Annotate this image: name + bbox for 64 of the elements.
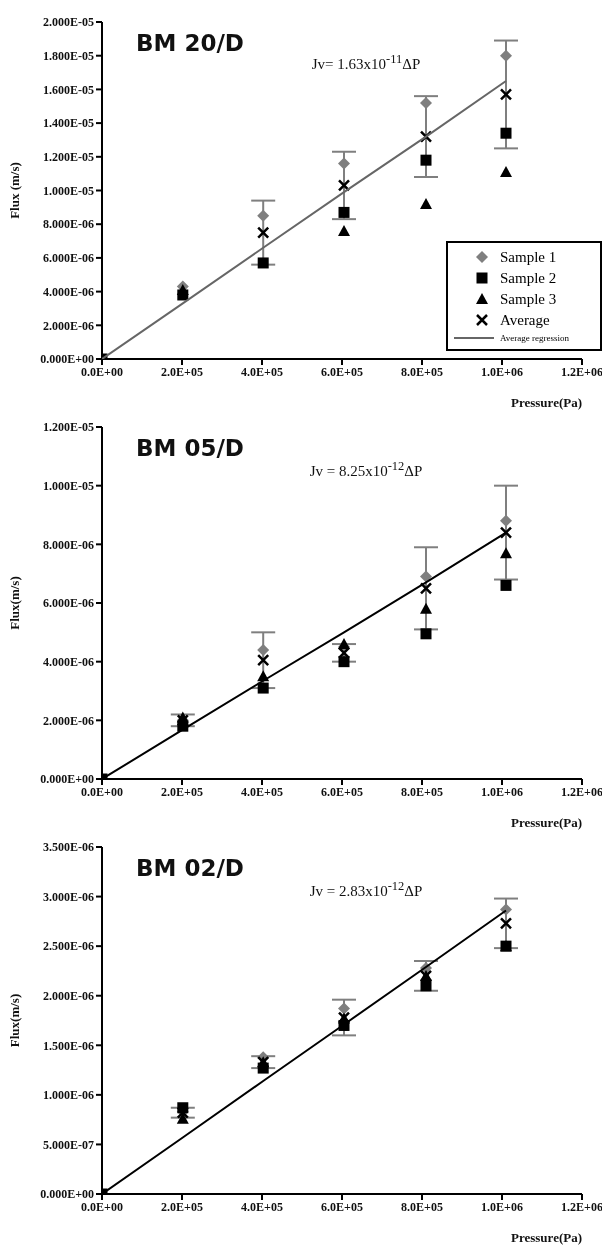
legend-label: Sample 3 <box>500 289 557 309</box>
x-tick-label: 8.0E+05 <box>401 1199 443 1214</box>
y-tick-label: 0.000E+00 <box>40 772 94 787</box>
y-tick-label: 1.000E-05 <box>43 183 94 198</box>
x-tick-label: 4.0E+05 <box>241 364 283 379</box>
x-tick-label: 1.2E+06 <box>561 1199 603 1214</box>
x-tick-label: 2.0E+05 <box>161 1199 203 1214</box>
x-tick-label: 1.2E+06 <box>561 364 603 379</box>
x-tick-label: 0.0E+00 <box>81 1199 123 1214</box>
chart-title: BM 02/D <box>136 855 244 881</box>
legend-label: Average <box>500 310 550 330</box>
y-axis-title: Flux (m/s) <box>6 162 22 219</box>
annotation: Jv = 2.83x10$^{-12}$ΔP <box>309 878 423 900</box>
y-axis-title: Flux(m/s) <box>6 576 22 630</box>
annotation: Jv= 1.63x10$^{-11}$ΔP <box>311 51 421 73</box>
y-tick-label: 1.000E-06 <box>43 1088 94 1103</box>
x-tick-label: 2.0E+05 <box>161 784 203 799</box>
y-tick-label: 6.000E-06 <box>43 596 94 611</box>
y-tick-label: 2.500E-06 <box>43 939 94 954</box>
y-tick-label: 2.000E-06 <box>43 988 94 1003</box>
y-tick-label: 3.000E-06 <box>43 889 94 904</box>
x-tick-label: 1.0E+06 <box>481 364 523 379</box>
y-tick-label: 1.400E-05 <box>43 116 94 131</box>
y-tick-label: 8.000E-06 <box>43 217 94 232</box>
x-tick-label: 1.2E+06 <box>561 784 603 799</box>
x-tick-label: 0.0E+00 <box>81 784 123 799</box>
x-tick-label: 2.0E+05 <box>161 364 203 379</box>
y-tick-label: 6.000E-06 <box>43 251 94 266</box>
y-tick-label: 0.000E+00 <box>40 352 94 367</box>
annotation: Jv = 8.25x10$^{-12}$ΔP <box>309 458 423 480</box>
legend-label: Average regression <box>500 332 570 345</box>
y-tick-label: 1.000E-05 <box>43 478 94 493</box>
y-tick-label: 1.200E-05 <box>43 150 94 165</box>
x-tick-label: 6.0E+05 <box>321 364 363 379</box>
chart-title: BM 20/D <box>136 30 244 56</box>
y-tick-label: 0.000E+00 <box>40 1187 94 1202</box>
x-tick-label: 8.0E+05 <box>401 364 443 379</box>
x-axis-title: Pressure(Pa) <box>511 815 582 830</box>
chart-title: BM 05/D <box>136 435 244 461</box>
y-tick-label: 8.000E-06 <box>43 537 94 552</box>
y-tick-label: 2.000E-05 <box>43 15 94 30</box>
y-tick-label: 5.000E-07 <box>43 1137 94 1152</box>
x-tick-label: 8.0E+05 <box>401 784 443 799</box>
y-tick-label: 3.500E-06 <box>43 840 94 855</box>
legend-label: Sample 2 <box>500 268 557 288</box>
y-tick-label: 1.600E-05 <box>43 82 94 97</box>
x-tick-label: 1.0E+06 <box>481 1199 523 1214</box>
y-tick-label: 4.000E-06 <box>43 654 94 669</box>
y-tick-label: 1.200E-05 <box>43 420 94 435</box>
y-tick-label: 2.000E-06 <box>43 713 94 728</box>
y-tick-label: 1.800E-05 <box>43 48 94 63</box>
y-tick-label: 1.500E-06 <box>43 1038 94 1053</box>
x-axis-title: Pressure(Pa) <box>511 395 582 410</box>
x-tick-label: 0.0E+00 <box>81 364 123 379</box>
legend-label: Sample 1 <box>500 247 557 267</box>
x-tick-label: 4.0E+05 <box>241 784 283 799</box>
x-tick-label: 6.0E+05 <box>321 784 363 799</box>
y-axis-title: Flux(m/s) <box>6 993 22 1048</box>
x-tick-label: 6.0E+05 <box>321 1199 363 1214</box>
x-tick-label: 1.0E+06 <box>481 784 523 799</box>
x-axis-title: Pressure(Pa) <box>511 1230 582 1245</box>
y-tick-label: 2.000E-06 <box>43 318 94 333</box>
x-tick-label: 4.0E+05 <box>241 1199 283 1214</box>
y-tick-label: 4.000E-06 <box>43 284 94 299</box>
